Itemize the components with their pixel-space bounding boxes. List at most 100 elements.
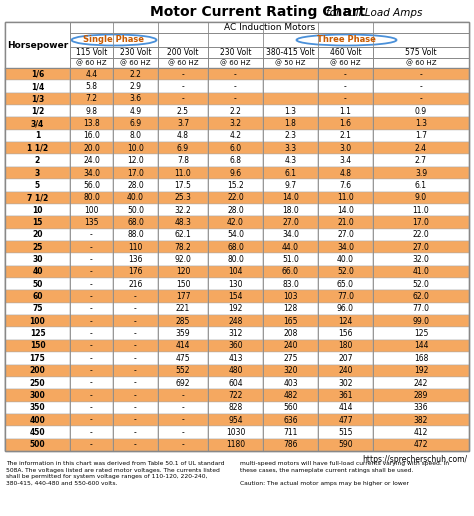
Text: 604: 604: [228, 379, 243, 388]
Bar: [208, 401, 263, 414]
Bar: [373, 167, 469, 179]
Bar: [263, 266, 318, 278]
Bar: [373, 340, 469, 352]
Text: -: -: [134, 317, 137, 326]
Text: 560: 560: [283, 404, 298, 412]
Text: 4.3: 4.3: [284, 156, 297, 165]
Text: 9.8: 9.8: [85, 107, 98, 116]
Text: 1.7: 1.7: [415, 132, 427, 140]
Bar: [113, 426, 158, 439]
Text: 17.0: 17.0: [127, 169, 144, 178]
Text: 83.0: 83.0: [282, 280, 299, 289]
Text: -: -: [90, 329, 93, 338]
Text: 78.2: 78.2: [174, 243, 191, 252]
Text: -: -: [182, 428, 184, 437]
Text: 242: 242: [414, 379, 428, 388]
Bar: [373, 154, 469, 167]
Text: 180: 180: [338, 342, 353, 350]
Bar: [158, 47, 208, 58]
Bar: [5, 22, 469, 451]
Text: 54.0: 54.0: [227, 230, 244, 239]
Bar: [158, 142, 208, 154]
Bar: [70, 130, 113, 142]
Bar: [318, 377, 373, 389]
Text: 1/2: 1/2: [31, 107, 44, 116]
Bar: [208, 315, 263, 328]
Text: 2.2: 2.2: [129, 70, 141, 78]
Text: @ 60 HZ: @ 60 HZ: [406, 60, 436, 66]
Bar: [373, 414, 469, 426]
Bar: [263, 253, 318, 266]
Bar: [113, 439, 158, 451]
Text: -: -: [419, 82, 422, 91]
Bar: [373, 130, 469, 142]
Text: Three Phase: Three Phase: [317, 36, 376, 44]
Bar: [318, 130, 373, 142]
Text: 17.0: 17.0: [412, 218, 429, 227]
Text: 382: 382: [414, 415, 428, 425]
Text: -: -: [90, 280, 93, 289]
Text: 3.6: 3.6: [129, 94, 142, 103]
Bar: [5, 179, 70, 191]
Text: 786: 786: [283, 440, 298, 449]
Bar: [373, 377, 469, 389]
Bar: [318, 266, 373, 278]
Bar: [113, 352, 158, 364]
Bar: [373, 179, 469, 191]
Bar: [263, 58, 318, 68]
Bar: [70, 22, 469, 33]
Bar: [263, 204, 318, 216]
Text: -: -: [419, 70, 422, 78]
Text: -: -: [134, 354, 137, 363]
Text: 5: 5: [35, 181, 40, 190]
Bar: [113, 401, 158, 414]
Bar: [208, 179, 263, 191]
Text: 6.1: 6.1: [284, 169, 297, 178]
Text: 165: 165: [283, 317, 298, 326]
Text: 124: 124: [338, 317, 353, 326]
Bar: [318, 58, 373, 68]
Bar: [158, 315, 208, 328]
Text: 150: 150: [30, 342, 46, 350]
Text: 2.9: 2.9: [129, 82, 142, 91]
Text: -: -: [182, 415, 184, 425]
Bar: [208, 47, 263, 58]
Bar: [263, 401, 318, 414]
Text: 230 Volt: 230 Volt: [220, 48, 251, 57]
Text: -: -: [344, 82, 347, 91]
Text: 1.1: 1.1: [339, 107, 351, 116]
Text: 128: 128: [283, 304, 298, 313]
Bar: [318, 68, 373, 80]
Text: 34.0: 34.0: [83, 169, 100, 178]
Text: 1.6: 1.6: [339, 119, 352, 128]
Text: 28.0: 28.0: [127, 181, 144, 190]
Bar: [113, 68, 158, 80]
Text: -: -: [90, 440, 93, 449]
Text: 20.0: 20.0: [83, 144, 100, 153]
Text: 12.0: 12.0: [127, 156, 144, 165]
Bar: [208, 303, 263, 315]
Bar: [158, 130, 208, 142]
Bar: [70, 266, 113, 278]
Text: -: -: [90, 354, 93, 363]
Bar: [158, 204, 208, 216]
Text: 6.0: 6.0: [229, 144, 242, 153]
Bar: [70, 80, 113, 93]
Text: 3.7: 3.7: [177, 119, 189, 128]
Bar: [373, 389, 469, 401]
Bar: [373, 191, 469, 204]
Text: 3.9: 3.9: [415, 169, 427, 178]
Bar: [5, 278, 70, 291]
Text: 360: 360: [228, 342, 243, 350]
Bar: [113, 303, 158, 315]
Bar: [70, 241, 113, 253]
Bar: [70, 204, 113, 216]
Text: -: -: [182, 70, 184, 78]
Text: 200 Volt: 200 Volt: [167, 48, 199, 57]
Bar: [5, 241, 70, 253]
Bar: [70, 328, 113, 340]
Text: -: -: [134, 292, 137, 301]
Text: -: -: [134, 428, 137, 437]
Text: 22.0: 22.0: [227, 193, 244, 202]
Bar: [5, 204, 70, 216]
